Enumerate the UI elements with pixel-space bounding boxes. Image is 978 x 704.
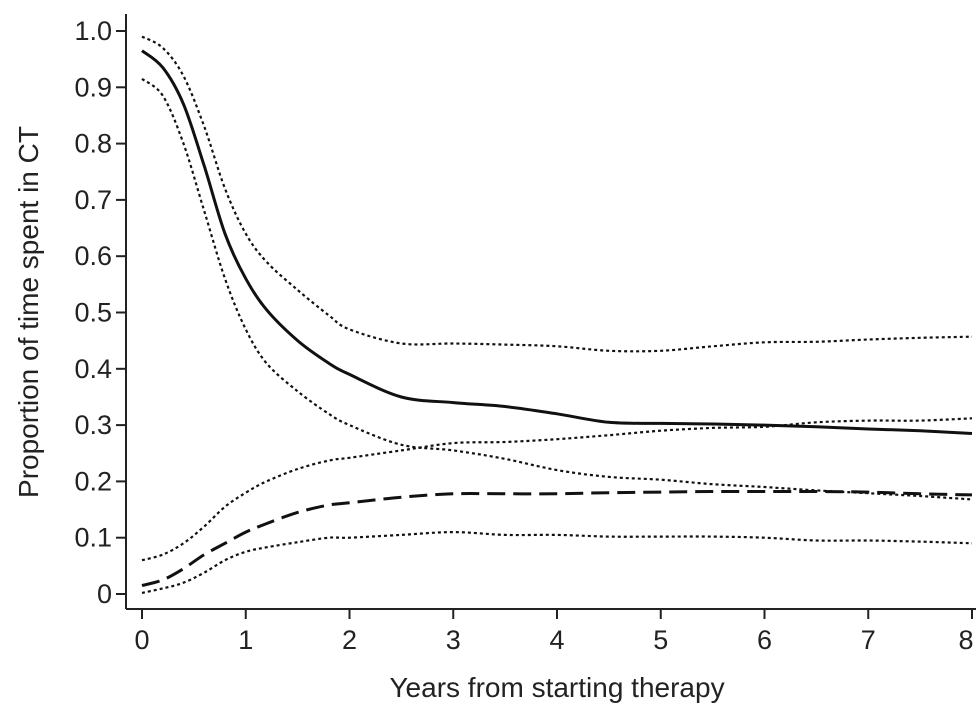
y-axis-title: Proportion of time spent in CT: [13, 126, 44, 498]
y-tick-label: 0.9: [74, 72, 112, 102]
y-tick-label: 0.1: [74, 523, 112, 553]
x-tick-label: 7: [861, 625, 876, 655]
y-tick-label: 0.3: [74, 410, 112, 440]
x-tick-label: 4: [549, 625, 564, 655]
series-line-solid-1: [141, 49, 973, 435]
series-group: [141, 35, 973, 594]
x-ticks: 0 1 2 3 4 5 6 7 8: [134, 609, 974, 655]
series-line-dotted-2: [141, 35, 973, 353]
x-tick-label: 3: [446, 625, 461, 655]
y-tick-label: 0: [97, 579, 112, 609]
y-tick-label: 1.0: [74, 16, 112, 46]
y-tick-label: 0.4: [74, 354, 112, 384]
series-line-dotted-6: [141, 530, 973, 594]
axes: [125, 14, 976, 610]
x-axis-title: Years from starting therapy: [389, 672, 724, 703]
y-tick-label: 0.7: [74, 185, 112, 215]
series-line-dotted-5: [141, 417, 973, 562]
series-line-dashed-4: [141, 489, 973, 588]
y-tick-label: 0.2: [74, 466, 112, 496]
x-tick-label: 6: [757, 625, 772, 655]
y-tick-label: 0.8: [74, 129, 112, 159]
y-ticks: 0 0.1 0.2 0.3 0.4 0.5 0.6 0.7 0.8 0.9 1.0: [74, 16, 126, 609]
x-tick-label: 1: [238, 625, 253, 655]
series-line-dotted-3: [141, 77, 973, 501]
x-tick-label: 5: [653, 625, 668, 655]
x-tick-label: 0: [134, 625, 149, 655]
y-tick-label: 0.5: [74, 298, 112, 328]
x-tick-label: 8: [958, 625, 973, 655]
y-tick-label: 0.6: [74, 241, 112, 271]
x-tick-label: 2: [342, 625, 357, 655]
